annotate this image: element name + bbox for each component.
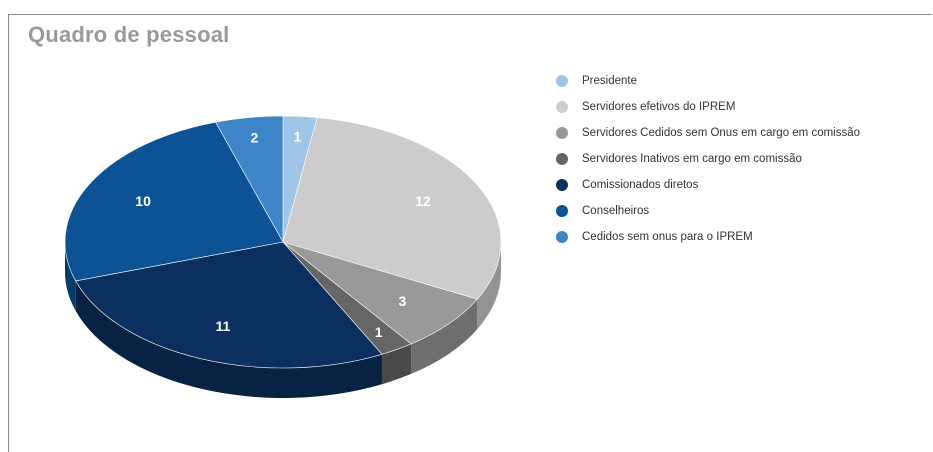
pie-slice-side-4 [381,343,412,385]
chart-title: Quadro de pessoal [28,22,230,47]
legend-label: Servidores Inativos em cargo em comissão [582,153,802,165]
pie-slice-5 [75,241,383,369]
legend-swatch [556,127,568,139]
legend-label: Cedidos sem onus para o IPREM [582,231,753,243]
pie-value-label-2: 12 [415,193,431,209]
legend-swatch [556,153,568,165]
legend-item: Servidores efetivos do IPREM [556,94,926,120]
legend-label: Presidente [582,75,637,87]
legend-item: Servidores Cedidos sem Onus em cargo em … [556,120,926,146]
legend-label: Conselheiros [582,205,650,217]
legend-label: Servidores Cedidos sem Onus em cargo em … [582,127,861,139]
legend-item: Servidores Inativos em cargo em comissão [556,146,926,172]
legend-swatch [556,231,568,243]
legend-item: Cedidos sem onus para o IPREM [556,224,926,250]
legend-item: Presidente [556,68,926,94]
legend-label: Comissionados diretos [582,179,699,191]
legend-swatch [556,179,568,191]
pie-value-label-6: 10 [135,193,151,209]
legend-item: Conselheiros [556,198,926,224]
pie-slice-3 [282,241,478,345]
pie-value-label-1: 1 [294,129,302,145]
pie-value-label-4: 1 [375,324,383,340]
legend-swatch [556,75,568,87]
pie-value-label-5: 11 [215,318,230,334]
pie-slice-side-6 [65,242,76,311]
chart-legend: Presidente Servidores efetivos do IPREM Se… [556,68,926,250]
pie-value-label-7: 2 [251,130,259,146]
pie-slice-side-5 [75,280,382,398]
pie-slice-side-2 [477,242,501,330]
legend-swatch [556,205,568,217]
pie-slice-6 [64,121,284,282]
legend-item: Comissionados diretos [556,172,926,198]
legend-swatch [556,101,568,113]
pie-slice-7 [215,115,284,244]
legend-label: Servidores efetivos do IPREM [582,101,736,113]
pie-value-label-3: 3 [399,293,407,309]
pie-slice-2 [282,117,502,300]
pie-slice-side-3 [411,299,478,374]
